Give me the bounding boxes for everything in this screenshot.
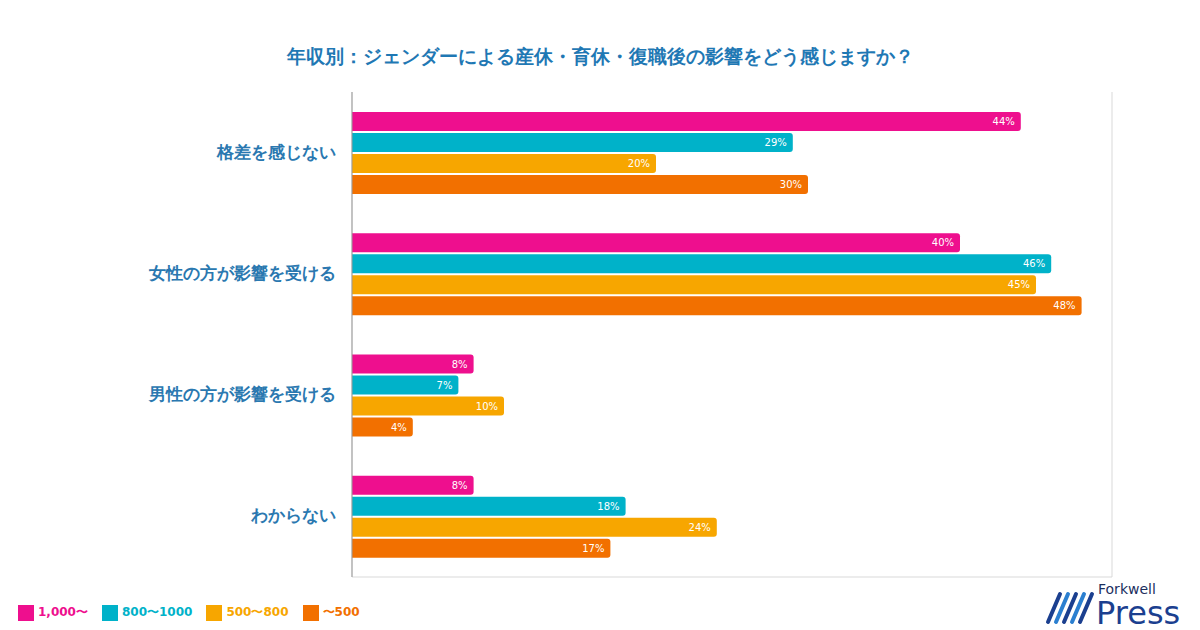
svg-text:17%: 17% (582, 543, 604, 554)
html-text:年収別：ジェンダーによる産休・育休・復職後の影響をどう感じま: 年収別：ジェンダーによる産休・育休・復職後の影響をどう感じますか？ (286, 45, 914, 67)
svg-text:45%: 45% (1008, 279, 1030, 290)
svg-text:46%: 46% (1023, 258, 1045, 269)
svg-text:24%: 24% (689, 522, 711, 533)
svg-text:男性の方が影響を受ける: 男性の方が影響を受ける (148, 384, 336, 404)
svg-text:20%: 20% (628, 158, 650, 169)
svg-text:10%: 10% (476, 401, 498, 412)
html-text:800〜1000: 800〜1000 (122, 605, 193, 619)
svg-text:Forkwell: Forkwell (1098, 581, 1156, 597)
svg-text:18%: 18% (597, 501, 619, 512)
svg-text:女性の方が影響を受ける: 女性の方が影響を受ける (148, 263, 336, 283)
svg-text:わからない: わからない (250, 505, 336, 525)
svg-text:29%: 29% (765, 137, 787, 148)
svg-text:7%: 7% (437, 380, 453, 391)
svg-text:4%: 4% (391, 422, 407, 433)
svg-text:格差を感じない: 格差を感じない (216, 142, 336, 162)
html-text:1,000〜: 1,000〜 (38, 605, 88, 619)
svg-text:Press: Press (1096, 594, 1180, 628)
svg-text:48%: 48% (1053, 300, 1075, 311)
svg-text:8%: 8% (452, 359, 468, 370)
html-text:500〜800: 500〜800 (226, 605, 289, 619)
svg-text:8%: 8% (452, 480, 468, 491)
svg-text:30%: 30% (780, 179, 802, 190)
svg-text:40%: 40% (932, 237, 954, 248)
svg-text:44%: 44% (993, 116, 1015, 127)
html-text:〜500: 〜500 (322, 605, 360, 619)
